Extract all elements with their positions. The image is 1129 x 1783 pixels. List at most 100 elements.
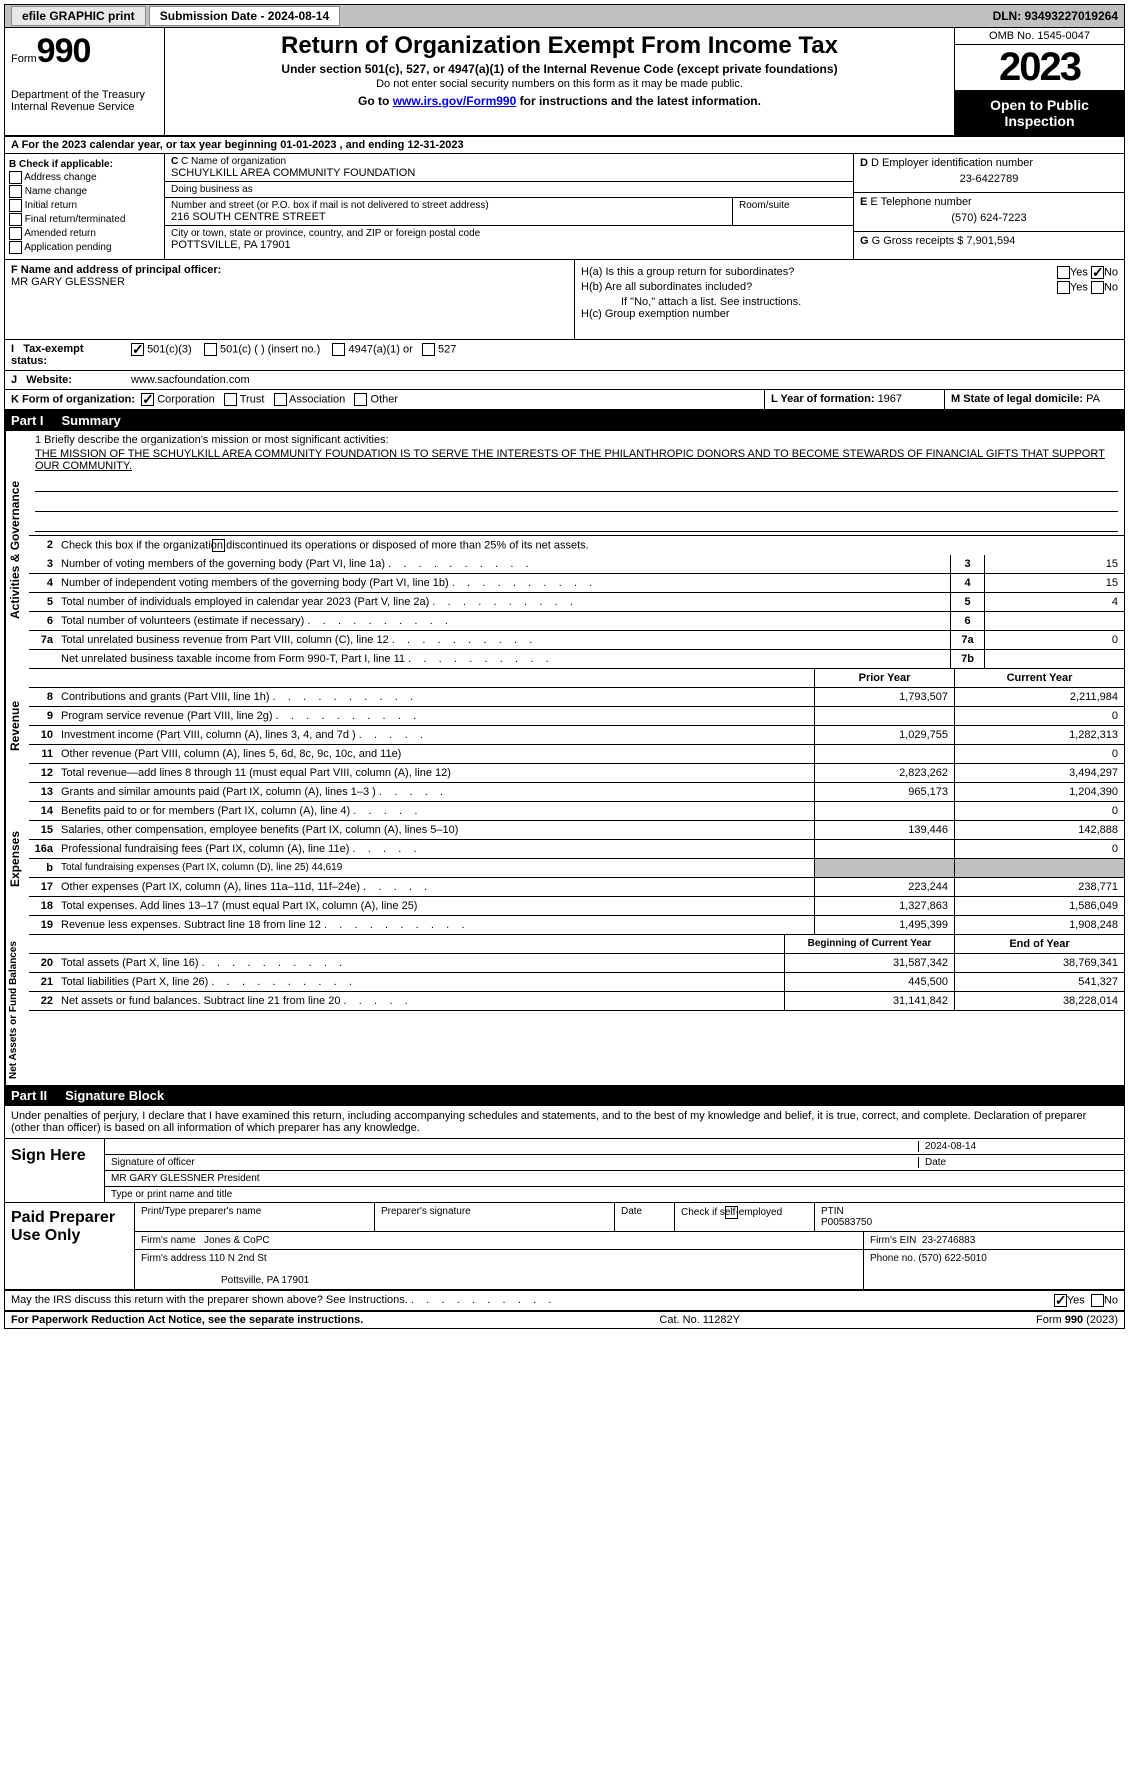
prep-name-label: Print/Type preparer's name	[135, 1203, 375, 1231]
cb-line2[interactable]	[212, 539, 225, 552]
F-label: F Name and address of principal officer:	[11, 264, 568, 276]
D-label: D D Employer identification number	[860, 157, 1118, 169]
cb-self-employed[interactable]	[725, 1206, 738, 1219]
vtab-net: Net Assets or Fund Balances	[5, 935, 29, 1085]
vtab-governance: Activities & Governance	[5, 431, 29, 669]
form-title: Return of Organization Exempt From Incom…	[173, 32, 946, 60]
B-header: B Check if applicable:	[9, 159, 160, 170]
section-governance: Activities & Governance 1 Briefly descri…	[5, 431, 1124, 669]
Ha-label: H(a) Is this a group return for subordin…	[581, 266, 794, 279]
efile-print-button[interactable]: efile GRAPHIC print	[11, 6, 146, 26]
firm-addr2: Pottsville, PA 17901	[221, 1275, 309, 1286]
block-BCDEG: B Check if applicable: Address change Na…	[5, 154, 1124, 260]
form-subtitle: Under section 501(c), 527, or 4947(a)(1)…	[173, 62, 946, 76]
C-city-label: City or town, state or province, country…	[171, 228, 847, 239]
firm-addr1: 110 N 2nd St	[209, 1253, 267, 1264]
topbar: efile GRAPHIC print Submission Date - 20…	[5, 5, 1124, 28]
row-I: I Tax-exempt status: 501(c)(3) 501(c) ( …	[5, 340, 1124, 371]
tax-year: 2023	[955, 45, 1124, 91]
website-url[interactable]: www.sacfoundation.com	[125, 371, 1124, 389]
form-number: 990	[37, 32, 91, 70]
cb-application-pending[interactable]	[9, 241, 22, 254]
C-street-label: Number and street (or P.O. box if mail i…	[171, 200, 726, 211]
cb-Hb-no[interactable]	[1091, 281, 1104, 294]
row-J: J Website: www.sacfoundation.com	[5, 371, 1124, 390]
part2-header: Part IISignature Block	[5, 1085, 1124, 1106]
sign-here-block: Sign Here 2024-08-14 Signature of office…	[5, 1139, 1124, 1203]
goto-line: Go to www.irs.gov/Form990 for instructio…	[173, 94, 946, 108]
footer: For Paperwork Reduction Act Notice, see …	[5, 1312, 1124, 1328]
section-B: B Check if applicable: Address change Na…	[5, 154, 165, 259]
sig-officer-label: Signature of officer	[111, 1157, 918, 1168]
department-label: Department of the Treasury Internal Reve…	[11, 89, 158, 113]
part1-header: Part ISummary	[5, 410, 1124, 431]
cb-501c[interactable]	[204, 343, 217, 356]
cb-501c3[interactable]	[131, 343, 144, 356]
cb-4947[interactable]	[332, 343, 345, 356]
form-label: Form	[11, 53, 37, 65]
cb-discuss-no[interactable]	[1091, 1294, 1104, 1307]
sig-date: 2024-08-14	[918, 1141, 1118, 1152]
declaration-text: Under penalties of perjury, I declare th…	[5, 1106, 1124, 1139]
E-label: E E Telephone number	[860, 196, 1118, 208]
section-net-assets: Net Assets or Fund Balances Beginning of…	[5, 935, 1124, 1085]
hdr-end-year: End of Year	[954, 935, 1124, 953]
hdr-current-year: Current Year	[954, 669, 1124, 687]
open-inspection: Open to Public Inspection	[955, 91, 1124, 135]
form-990-page: efile GRAPHIC print Submission Date - 20…	[4, 4, 1125, 1329]
firm-ein: 23-2746883	[922, 1235, 975, 1246]
form-header: Form990 Department of the Treasury Inter…	[5, 28, 1124, 137]
cb-assoc[interactable]	[274, 393, 287, 406]
cb-Hb-yes[interactable]	[1057, 281, 1070, 294]
prep-sig-label: Preparer's signature	[375, 1203, 615, 1231]
cb-other[interactable]	[354, 393, 367, 406]
cb-Ha-no[interactable]	[1091, 266, 1104, 279]
cb-527[interactable]	[422, 343, 435, 356]
prep-selfemp: Check if self-employed	[675, 1203, 815, 1231]
G-receipts: G G Gross receipts $ 7,901,594	[854, 232, 1124, 250]
hdr-begin-year: Beginning of Current Year	[784, 935, 954, 953]
cb-initial-return[interactable]	[9, 199, 22, 212]
discuss-row: May the IRS discuss this return with the…	[5, 1291, 1124, 1312]
cb-discuss-yes[interactable]	[1054, 1294, 1067, 1307]
cb-address-change[interactable]	[9, 171, 22, 184]
Hb2-note: If "No," attach a list. See instructions…	[621, 296, 1118, 308]
cb-amended-return[interactable]	[9, 227, 22, 240]
dln: DLN: 93493227019264	[993, 9, 1118, 23]
paperwork-notice: For Paperwork Reduction Act Notice, see …	[11, 1314, 363, 1326]
cb-trust[interactable]	[224, 393, 237, 406]
omb-number: OMB No. 1545-0047	[955, 28, 1124, 45]
public-notice: Do not enter social security numbers on …	[173, 78, 946, 90]
C-room-label: Room/suite	[733, 198, 853, 225]
vtab-expenses: Expenses	[5, 783, 29, 935]
submission-date: Submission Date - 2024-08-14	[149, 6, 340, 26]
cb-Ha-yes[interactable]	[1057, 266, 1070, 279]
cb-name-change[interactable]	[9, 185, 22, 198]
Hb-label: H(b) Are all subordinates included?	[581, 281, 752, 294]
line-1-mission: 1 Briefly describe the organization's mi…	[29, 431, 1124, 536]
firm-phone: (570) 622-5010	[918, 1253, 986, 1264]
section-DEG: D D Employer identification number 23-64…	[854, 154, 1124, 259]
C-street: 216 SOUTH CENTRE STREET	[171, 211, 726, 223]
officer-name: MR GARY GLESSNER President	[111, 1173, 1118, 1184]
cb-final-return[interactable]	[9, 213, 22, 226]
cat-no: Cat. No. 11282Y	[659, 1314, 740, 1326]
vtab-revenue: Revenue	[5, 669, 29, 783]
C-dba-label: Doing business as	[171, 184, 847, 195]
form-footer: Form 990 (2023)	[1036, 1314, 1118, 1326]
firm-name: Jones & CoPC	[204, 1235, 270, 1246]
mission-text: THE MISSION OF THE SCHUYLKILL AREA COMMU…	[35, 448, 1118, 472]
ptin-cell: PTINP00583750	[815, 1203, 1124, 1231]
type-name-label: Type or print name and title	[111, 1189, 232, 1200]
section-revenue: Revenue Prior YearCurrent Year 8Contribu…	[5, 669, 1124, 783]
prep-date-label: Date	[615, 1203, 675, 1231]
C-city: POTTSVILLE, PA 17901	[171, 239, 847, 251]
hdr-prior-year: Prior Year	[814, 669, 954, 687]
D-ein: 23-6422789	[860, 169, 1118, 189]
paid-preparer-block: Paid Preparer Use Only Print/Type prepar…	[5, 1203, 1124, 1291]
cb-corp[interactable]	[141, 393, 154, 406]
section-expenses: Expenses 13Grants and similar amounts pa…	[5, 783, 1124, 935]
irs-link[interactable]: www.irs.gov/Form990	[393, 94, 517, 108]
row-KLM: K Form of organization: Corporation Trus…	[5, 390, 1124, 410]
row-A: A For the 2023 calendar year, or tax yea…	[5, 137, 1124, 154]
